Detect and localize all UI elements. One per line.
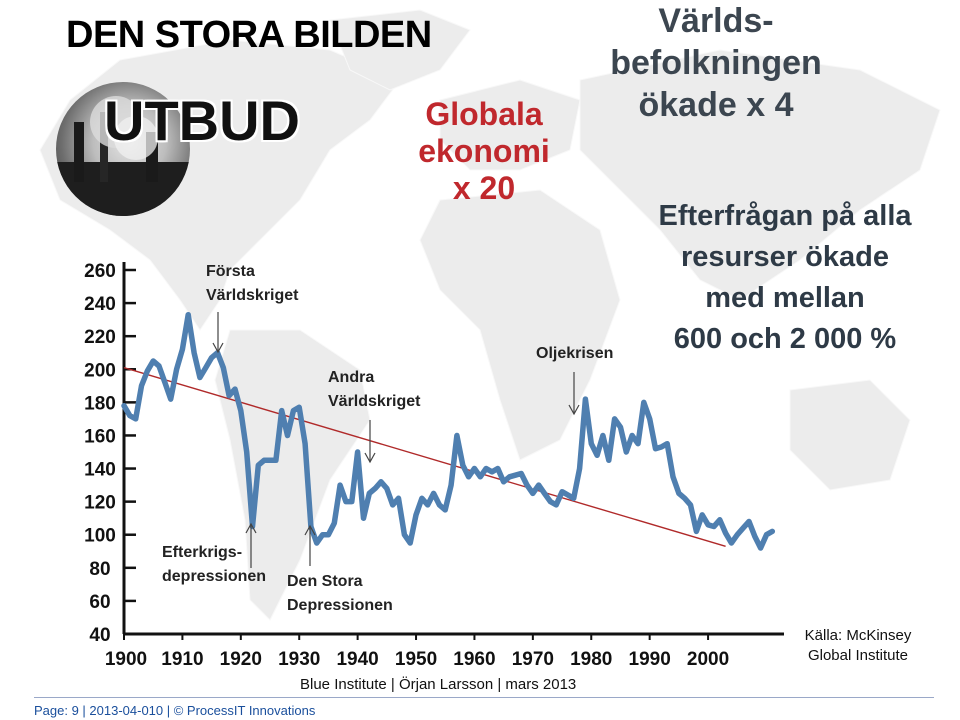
demand-line-3: med mellan: [705, 282, 865, 314]
y-tick-label: 200: [84, 360, 116, 381]
y-axis: 40 60 80 100 120 140 160 180 200 220 240 260: [84, 261, 136, 646]
x-tick-label: 1970: [512, 649, 554, 670]
y-tick-label: 180: [84, 393, 116, 414]
x-tick-label: 1940: [336, 649, 378, 670]
x-tick-label: 1930: [278, 649, 320, 670]
page-divider: [34, 697, 934, 698]
y-tick-label: 160: [84, 426, 116, 447]
x-tick-label: 1910: [161, 649, 203, 670]
demand-growth-text: Efterfrågan på alla resurser ökade med m…: [640, 196, 930, 360]
south-america-shape: [214, 329, 371, 621]
source-line-2: Global Institute: [807, 647, 909, 664]
x-tick-label: 1960: [453, 649, 495, 670]
y-tick-label: 140: [84, 460, 116, 481]
demand-line-4: 600 och 2 000 %: [673, 323, 897, 355]
y-tick-label: 260: [84, 261, 116, 282]
trend-line: [123, 366, 726, 547]
economy-line-1: Globala: [425, 96, 543, 132]
population-line-2: befolkningen: [610, 44, 822, 82]
x-tick-label: 1950: [395, 649, 437, 670]
source-line-1: Källa: McKinsey: [804, 627, 912, 644]
y-tick-label: 240: [84, 294, 116, 315]
demand-line-1: Efterfrågan på alla: [658, 200, 912, 232]
annotation-label: Första Världskriget: [206, 263, 299, 304]
economy-line-3: x 20: [452, 170, 516, 206]
y-tick-label: 60: [89, 592, 110, 613]
population-line-1: Världs-: [658, 2, 774, 40]
y-tick-label: 220: [84, 327, 116, 348]
x-tick-label: 1900: [105, 649, 147, 670]
source-text: Källa: McKinsey Global Institute: [778, 626, 938, 666]
y-tick-label: 80: [89, 559, 110, 580]
demand-line-2: resurser ökade: [681, 241, 889, 273]
annotation-label: Oljekrisen: [536, 345, 613, 362]
chart-annotations: Första Världskriget Andra Världskriget Oljek…: [162, 263, 613, 614]
y-tick-label: 100: [84, 526, 116, 547]
population-growth-text: Världs- befolkningen ökade x 4: [596, 0, 836, 126]
arrow-head: [304, 524, 316, 536]
annotation-label: Andra Världskriget: [328, 369, 421, 410]
asia-shape: [579, 49, 941, 301]
y-tick-label: 40: [89, 625, 110, 646]
x-tick-label: 1990: [629, 649, 671, 670]
arrow-head: [568, 404, 580, 416]
x-tick-label: 2000: [687, 649, 729, 670]
price-index-line: [121, 311, 776, 551]
australia-shape: [789, 379, 911, 491]
annotation-label: Den Stora Depressionen: [287, 573, 393, 614]
page-title: DEN STORA BILDEN: [66, 14, 432, 56]
annotation-label: Efterkrigs-depressionen: [162, 544, 266, 585]
arrow-head: [364, 452, 376, 464]
footer-credit: Blue Institute | Örjan Larsson | mars 20…: [300, 676, 577, 693]
arrow-head: [212, 342, 224, 354]
greenland-shape: [329, 9, 471, 91]
africa-shape: [419, 189, 621, 461]
y-tick-label: 120: [84, 493, 116, 514]
x-axis: 1900 1910 1920 1930 1940 1950 1960 1970 1980 1990…: [105, 634, 729, 670]
population-line-3: ökade x 4: [638, 86, 794, 124]
arrow-head: [245, 522, 257, 534]
page-info: Page: 9 | 2013-04-010 | © ProcessIT Inno…: [34, 703, 316, 718]
economy-growth-text: Globala ekonomi x 20: [404, 96, 564, 207]
industry-photo-icon: [56, 82, 190, 216]
economy-line-2: ekonomi: [418, 133, 550, 169]
europe-shape: [439, 79, 581, 171]
utbud-label: UTBUD: [104, 89, 300, 152]
x-tick-label: 1980: [570, 649, 612, 670]
x-tick-label: 1920: [220, 649, 262, 670]
